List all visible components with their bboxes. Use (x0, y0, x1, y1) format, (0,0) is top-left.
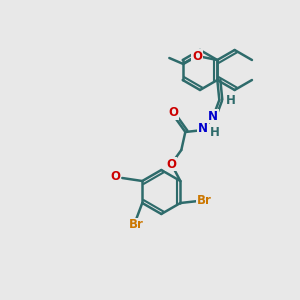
Text: O: O (192, 50, 202, 62)
Text: H: H (225, 94, 235, 107)
Text: N: N (208, 110, 218, 122)
Text: H: H (209, 127, 219, 140)
Text: Br: Br (129, 218, 144, 232)
Text: N: N (198, 122, 208, 136)
Text: O: O (166, 158, 176, 170)
Text: O: O (168, 106, 178, 119)
Text: Br: Br (197, 194, 212, 208)
Text: O: O (110, 170, 120, 184)
